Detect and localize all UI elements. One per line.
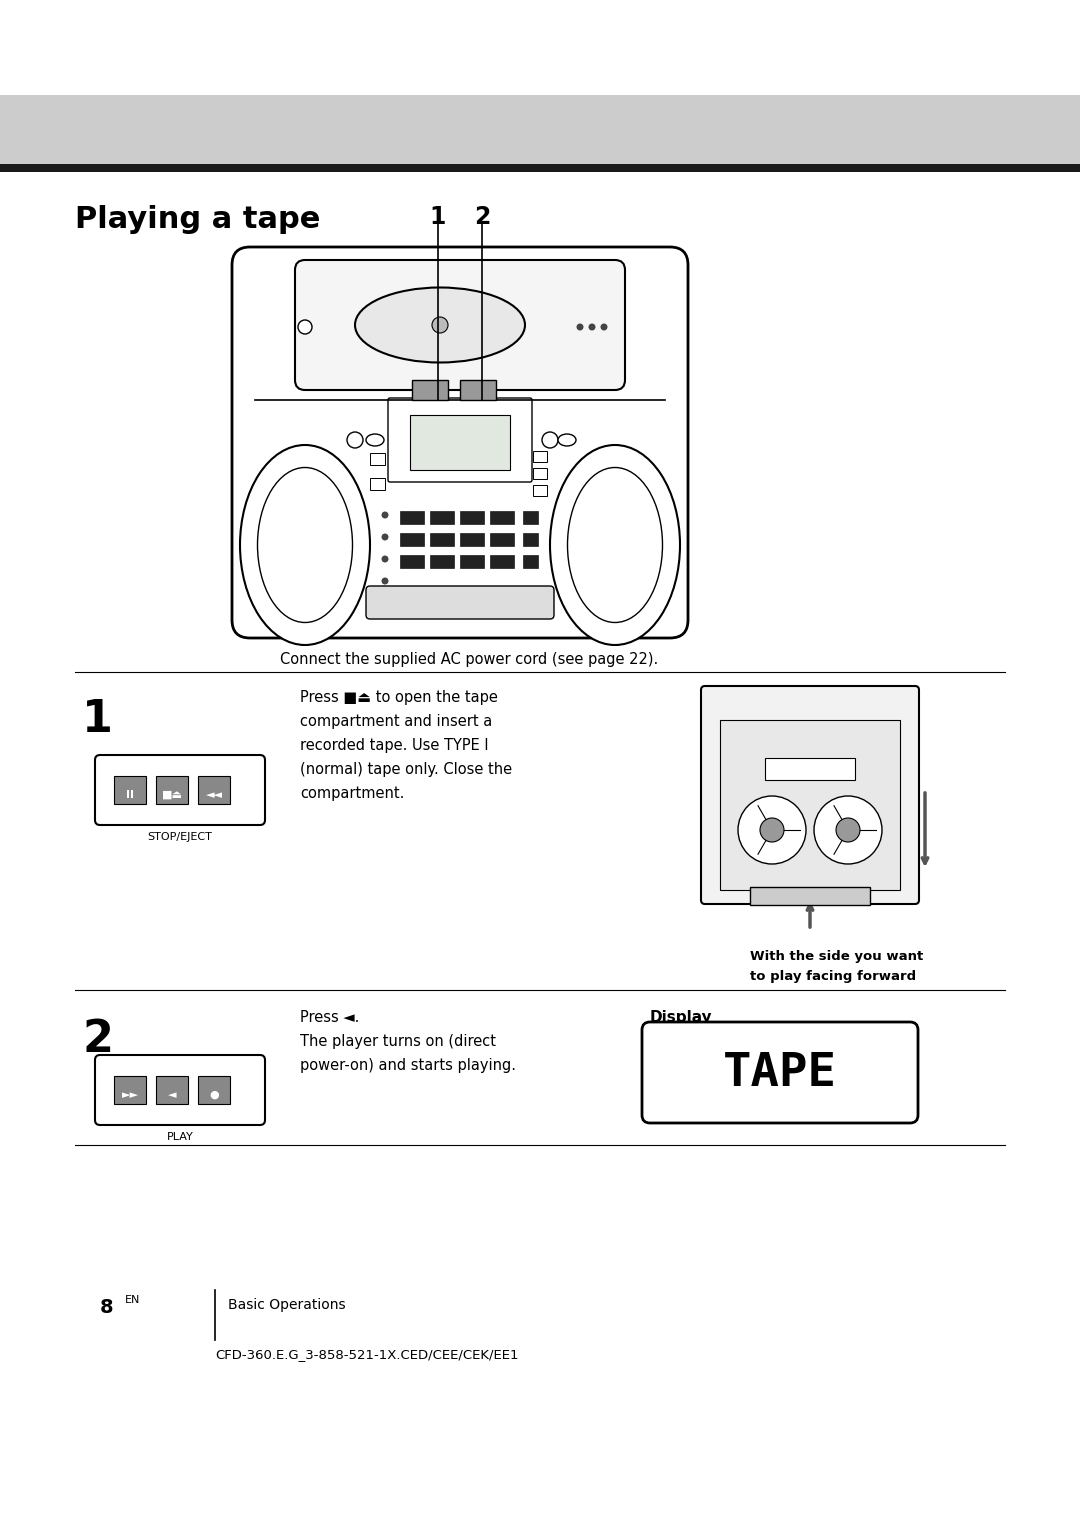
Circle shape — [814, 796, 882, 864]
FancyBboxPatch shape — [95, 1055, 265, 1125]
Bar — [411, 380, 448, 400]
Text: 2: 2 — [474, 205, 490, 229]
Circle shape — [760, 818, 784, 841]
Text: Connect the supplied AC power cord (see page 22).: Connect the supplied AC power cord (see … — [280, 652, 658, 667]
FancyBboxPatch shape — [642, 1022, 918, 1122]
Text: Basic Operations: Basic Operations — [228, 1298, 346, 1312]
Bar — [490, 533, 514, 547]
Text: recorded tape. Use TYPE I: recorded tape. Use TYPE I — [300, 738, 488, 753]
Text: ►►: ►► — [121, 1090, 138, 1099]
Text: power-on) and starts playing.: power-on) and starts playing. — [300, 1058, 516, 1073]
Text: II: II — [126, 789, 134, 800]
Text: With the side you want: With the side you want — [750, 950, 923, 964]
Circle shape — [577, 324, 583, 330]
Text: PLAY: PLAY — [166, 1132, 193, 1142]
Text: The player turns on (direct: The player turns on (direct — [300, 1034, 496, 1049]
Bar — [430, 554, 454, 568]
Circle shape — [381, 577, 389, 585]
Circle shape — [542, 432, 558, 447]
Circle shape — [600, 324, 607, 330]
Circle shape — [836, 818, 860, 841]
Bar — [430, 533, 454, 547]
Text: Press ■⏏ to open the tape: Press ■⏏ to open the tape — [300, 690, 498, 705]
Text: ◄: ◄ — [167, 1090, 176, 1099]
Circle shape — [738, 796, 806, 864]
Ellipse shape — [567, 467, 662, 623]
Text: Playing a tape: Playing a tape — [75, 205, 321, 234]
Ellipse shape — [355, 287, 525, 362]
Ellipse shape — [366, 434, 384, 446]
Circle shape — [589, 324, 595, 330]
Bar — [114, 1077, 146, 1104]
Bar — [400, 512, 424, 524]
Bar — [490, 512, 514, 524]
Text: (normal) tape only. Close the: (normal) tape only. Close the — [300, 762, 512, 777]
Bar — [400, 533, 424, 547]
Text: ◄◄: ◄◄ — [205, 789, 222, 800]
Bar — [156, 1077, 188, 1104]
Text: 8: 8 — [100, 1298, 113, 1316]
Bar — [750, 887, 870, 906]
Text: compartment and insert a: compartment and insert a — [300, 715, 492, 728]
Bar — [460, 512, 484, 524]
Bar — [370, 478, 384, 490]
FancyBboxPatch shape — [295, 260, 625, 389]
Text: 1: 1 — [430, 205, 446, 229]
Bar — [198, 1077, 230, 1104]
Bar — [490, 554, 514, 568]
Text: ■⏏: ■⏏ — [162, 789, 183, 800]
Text: Press ◄.: Press ◄. — [300, 1009, 360, 1025]
Bar — [523, 554, 538, 568]
Text: Display: Display — [650, 1009, 713, 1025]
FancyBboxPatch shape — [388, 399, 532, 483]
Bar — [460, 380, 496, 400]
FancyBboxPatch shape — [366, 586, 554, 618]
Bar — [198, 776, 230, 805]
Text: EN: EN — [125, 1295, 140, 1306]
Bar — [720, 721, 900, 890]
Bar — [114, 776, 146, 805]
Circle shape — [381, 533, 389, 541]
Text: CFD-360.E.G_3-858-521-1X.CED/CEE/CEK/EE1: CFD-360.E.G_3-858-521-1X.CED/CEE/CEK/EE1 — [215, 1348, 518, 1361]
Circle shape — [432, 318, 448, 333]
Ellipse shape — [558, 434, 576, 446]
Circle shape — [298, 321, 312, 334]
Bar — [0, 95, 1080, 165]
Bar — [156, 776, 188, 805]
Bar — [460, 554, 484, 568]
FancyBboxPatch shape — [232, 247, 688, 638]
Bar — [523, 533, 538, 547]
Circle shape — [381, 512, 389, 519]
Text: ●: ● — [210, 1090, 219, 1099]
Text: to play facing forward: to play facing forward — [750, 970, 916, 983]
Bar — [523, 512, 538, 524]
Bar — [765, 757, 855, 780]
Bar — [534, 450, 546, 463]
Circle shape — [381, 556, 389, 562]
Bar — [410, 415, 510, 470]
Bar — [0, 163, 1080, 173]
Bar — [400, 554, 424, 568]
Ellipse shape — [240, 444, 370, 644]
Text: STOP/EJECT: STOP/EJECT — [148, 832, 213, 841]
FancyBboxPatch shape — [95, 754, 265, 825]
Bar — [534, 486, 546, 496]
Bar — [460, 533, 484, 547]
Text: 2: 2 — [82, 1019, 113, 1061]
Bar — [430, 512, 454, 524]
Bar — [370, 454, 384, 466]
FancyBboxPatch shape — [701, 686, 919, 904]
Text: TAPE: TAPE — [723, 1051, 837, 1095]
Text: compartment.: compartment. — [300, 786, 404, 802]
Bar — [534, 467, 546, 479]
Text: 1: 1 — [82, 698, 113, 741]
Circle shape — [347, 432, 363, 447]
Ellipse shape — [550, 444, 680, 644]
Ellipse shape — [257, 467, 352, 623]
